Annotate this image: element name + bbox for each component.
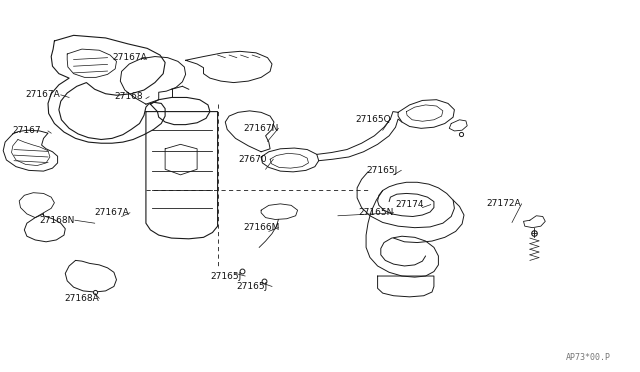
Text: 27168: 27168 <box>114 92 143 101</box>
Text: 27165J: 27165J <box>210 272 241 280</box>
Text: 27166M: 27166M <box>243 223 280 232</box>
Text: 27165Q: 27165Q <box>355 115 391 124</box>
Text: 27670: 27670 <box>238 155 267 164</box>
Text: 27167A: 27167A <box>26 90 60 99</box>
Text: 27167: 27167 <box>13 126 42 135</box>
Text: 27165N: 27165N <box>358 208 394 217</box>
Text: 27168N: 27168N <box>40 216 75 225</box>
Text: 27165J: 27165J <box>237 282 268 291</box>
Text: 27167A: 27167A <box>112 53 147 62</box>
Text: 27167A: 27167A <box>95 208 129 217</box>
Text: 27172A: 27172A <box>486 199 521 208</box>
Text: 27168A: 27168A <box>64 294 99 303</box>
Text: 27174: 27174 <box>396 200 424 209</box>
Text: 27165J: 27165J <box>366 166 397 175</box>
Text: AP73*00.P: AP73*00.P <box>566 353 611 362</box>
Text: 27167N: 27167N <box>243 124 278 133</box>
